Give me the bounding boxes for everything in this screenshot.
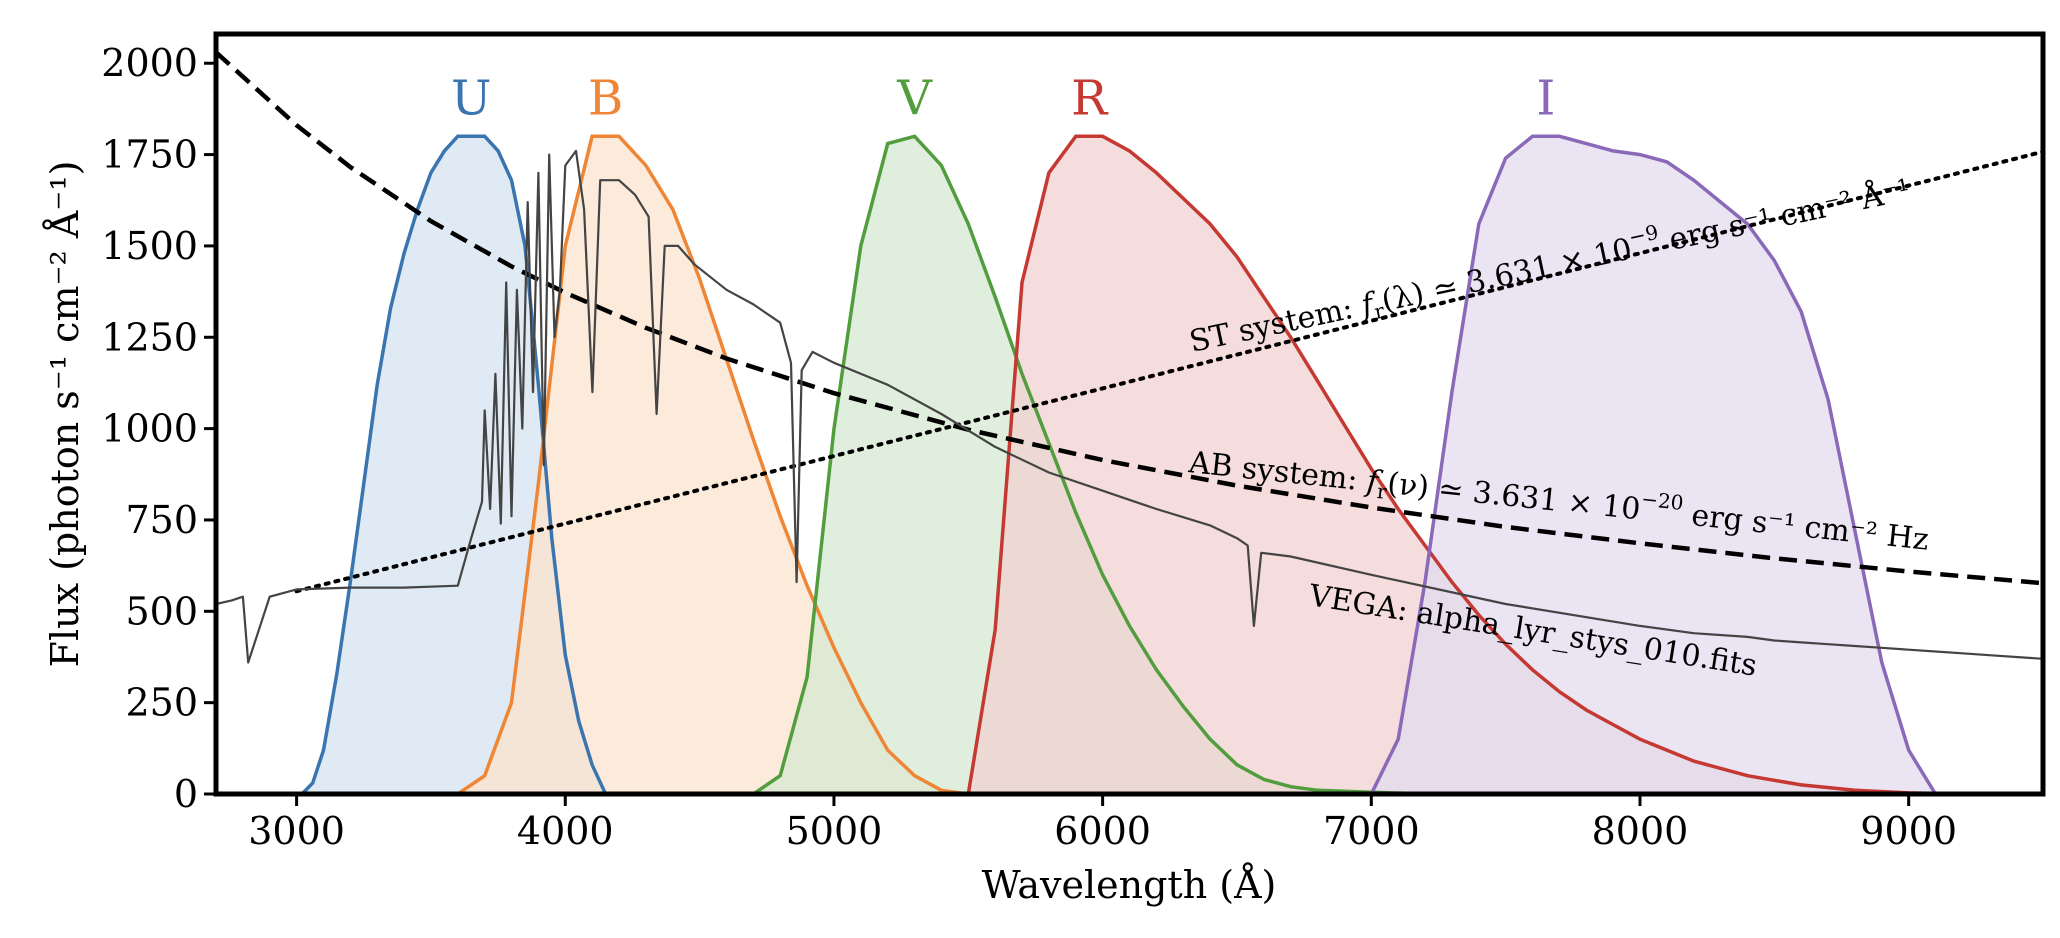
band-U-curve: [300, 134, 608, 794]
band-label-B: B: [588, 70, 623, 126]
x-tick-label: 4000: [517, 809, 614, 853]
x-axis-label: Wavelength (Å): [982, 863, 1277, 907]
band-label-R: R: [1071, 70, 1109, 126]
y-axis-label: Flux (photon s⁻¹ cm⁻² Å⁻¹): [43, 161, 87, 668]
band-label-V: V: [896, 70, 933, 126]
x-tick-label: 5000: [786, 809, 883, 853]
y-tick-label: 1500: [101, 224, 198, 268]
axis-ticks: 3000 4000 5000 6000 7000 8000 9000 0 250 500 750 10…: [101, 41, 1957, 853]
y-tick-label: 750: [125, 498, 198, 542]
band-label-U: U: [451, 70, 491, 126]
plot-frame: [213, 31, 2046, 797]
x-tick-label: 7000: [1323, 809, 1420, 853]
y-tick-label: 0: [174, 772, 198, 816]
filter-bands: [300, 134, 1963, 794]
line-st: [294, 149, 2043, 594]
band-R-curve: [966, 134, 1963, 794]
line-ab: [216, 50, 2043, 586]
x-tick-label: 3000: [248, 809, 345, 853]
y-tick-label: 2000: [101, 41, 198, 85]
y-tick-label: 250: [125, 681, 198, 725]
band-label-I: I: [1536, 70, 1555, 126]
y-tick-label: 1000: [101, 407, 198, 451]
y-tick-label: 1250: [101, 315, 198, 359]
band-R-fill: [968, 136, 1963, 794]
reference-lines: [216, 50, 2043, 664]
band-V-fill: [753, 136, 1425, 794]
x-tick-label: 9000: [1860, 809, 1957, 853]
x-tick-label: 6000: [1054, 809, 1151, 853]
y-tick-label: 1750: [101, 133, 198, 177]
x-tick-label: 8000: [1592, 809, 1689, 853]
y-tick-label: 500: [125, 589, 198, 633]
line-vega: [216, 149, 2043, 664]
band-I-curve: [1369, 134, 1937, 794]
